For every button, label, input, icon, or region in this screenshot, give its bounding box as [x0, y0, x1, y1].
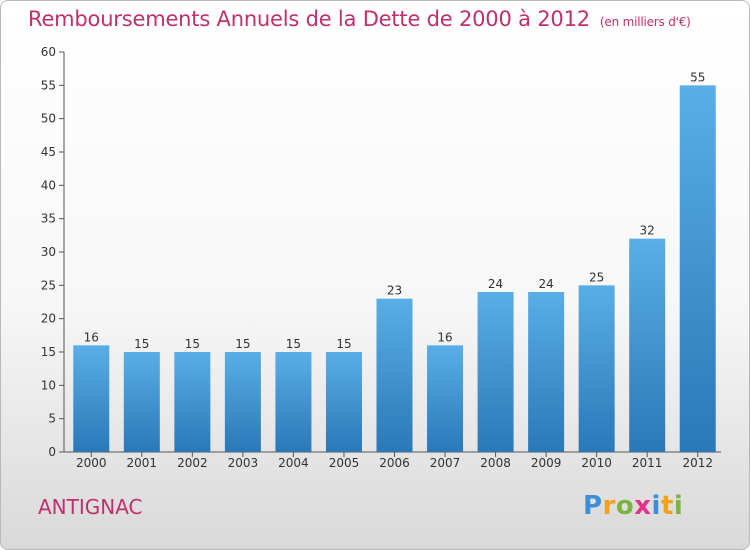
- bar-value-label: 24: [538, 277, 553, 291]
- commune-name: ANTIGNAC: [38, 495, 143, 519]
- x-tick-label: 2004: [278, 456, 309, 470]
- bar-value-label: 32: [640, 224, 655, 238]
- bar: [629, 238, 666, 452]
- y-tick-label: 0: [48, 445, 56, 459]
- x-tick-label: 2001: [127, 456, 158, 470]
- bar: [73, 345, 110, 452]
- bar: [477, 292, 514, 452]
- bar-value-label: 16: [437, 330, 452, 344]
- proxiti-logo[interactable]: Proxiti: [583, 491, 684, 521]
- x-tick-label: 2008: [480, 456, 511, 470]
- y-tick-label: 15: [41, 345, 56, 359]
- axes: 0 5 10 15 20 25 30 35 40 45 50 55 60 2000 2001 2002 2003…: [41, 45, 721, 470]
- y-tick-label: 40: [41, 178, 56, 192]
- bar-value-label: 15: [336, 337, 351, 351]
- bar: [376, 298, 413, 452]
- y-tick-label: 45: [41, 145, 56, 159]
- chart-subtitle: (en milliers d'€): [599, 15, 691, 29]
- bar-value-label: 15: [134, 337, 149, 351]
- bar-value-label: 16: [84, 330, 99, 344]
- bar: [123, 352, 160, 452]
- bar: [224, 352, 261, 452]
- bar-value-label: 55: [690, 70, 705, 84]
- x-tick-label: 2006: [379, 456, 410, 470]
- bar: [275, 352, 312, 452]
- x-tick-label: 2011: [632, 456, 663, 470]
- x-tick-label: 2010: [581, 456, 612, 470]
- x-tick-label: 2000: [76, 456, 107, 470]
- y-tick-label: 5: [48, 412, 56, 426]
- y-tick-label: 30: [41, 245, 56, 259]
- bar-value-label: 24: [488, 277, 503, 291]
- bar: [325, 352, 362, 452]
- bar-value-label: 25: [589, 270, 604, 284]
- y-tick-label: 60: [41, 45, 56, 59]
- bars: 16 15 15 15 15 15 23 16 24 24 25 32 55: [73, 70, 716, 452]
- bar-value-label: 15: [286, 337, 301, 351]
- bar: [174, 352, 211, 452]
- y-tick-label: 50: [41, 112, 56, 126]
- chart-title: Remboursements Annuels de la Dette de 20…: [28, 7, 590, 31]
- x-tick-label: 2005: [329, 456, 360, 470]
- x-tick-label: 2009: [531, 456, 562, 470]
- x-tick-label: 2007: [430, 456, 461, 470]
- bar: [578, 285, 615, 452]
- y-tick-label: 10: [41, 378, 56, 392]
- bar-value-label: 15: [185, 337, 200, 351]
- bar: [427, 345, 464, 452]
- y-tick-label: 20: [41, 312, 56, 326]
- chart-title-line: Remboursements Annuels de la Dette de 20…: [28, 7, 691, 31]
- bar-value-label: 15: [235, 337, 250, 351]
- y-tick-label: 35: [41, 212, 56, 226]
- x-tick-label: 2012: [682, 456, 713, 470]
- bar: [679, 85, 716, 452]
- y-tick-label: 55: [41, 78, 56, 92]
- x-tick-label: 2002: [177, 456, 208, 470]
- bar: [528, 292, 565, 452]
- y-tick-label: 25: [41, 278, 56, 292]
- bar-value-label: 23: [387, 284, 402, 298]
- x-tick-label: 2003: [228, 456, 259, 470]
